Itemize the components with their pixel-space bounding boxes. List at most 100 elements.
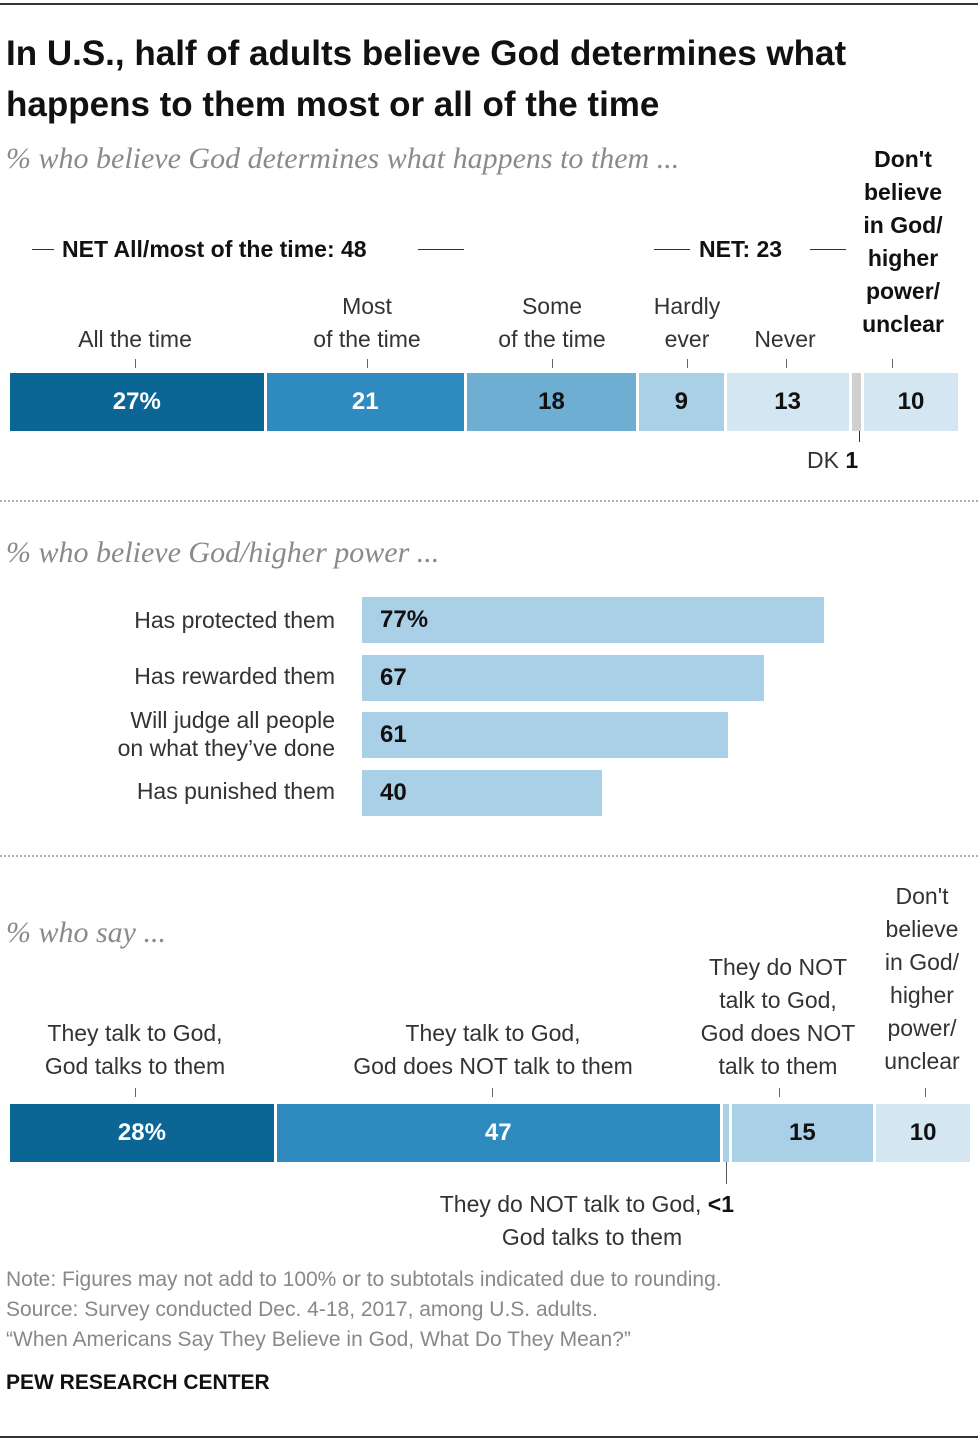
dk-leader-line [859,431,860,442]
net2-line-left [654,249,690,250]
c3-label-5-line-5: power/ [887,1015,957,1041]
c1-value-most: 21 [351,388,379,415]
c3-label-4-line-4: talk to them [718,1053,838,1079]
c3-label-5-line-6: unclear [884,1048,960,1074]
c1-label-dont-1: Don't [874,146,932,172]
c3-small-label-line-2: God talks to them [501,1224,683,1250]
net1-line-right [418,249,464,250]
note-text: Note: Figures may not add to 100% or to … [6,1268,722,1291]
c3-small-label: They do NOT talk to God, <1 God talks to… [350,1188,750,1254]
c1-label-some-2: of the time [498,326,606,352]
c3-value-4: 15 [788,1119,816,1146]
c1-label-most-2: of the time [313,326,421,352]
chart-title: In U.S., half of adults believe God dete… [6,28,966,130]
c1-segment-dk [851,373,862,431]
c2-value-rewarded: 67 [380,664,407,691]
c1-label-hardly: Hardly ever [627,290,747,356]
c1-label-dont-5: power/ [865,278,941,304]
divider-1 [0,500,978,502]
title-line-2: happens to them most or all of the time [6,85,660,124]
c2-value-judge: 61 [380,721,407,748]
c1-segment-never: 13 [726,373,849,431]
source-text: Source: Survey conducted Dec. 4-18, 2017… [6,1298,598,1321]
c3-tick-1 [135,1088,136,1097]
c3-tick-4 [779,1088,780,1097]
c1-segment-dont-believe: 10 [864,373,958,431]
c2-bar-judge: 61 [362,712,728,758]
brand-logo-text: PEW RESEARCH CENTER [6,1371,270,1394]
title-line-1: In U.S., half of adults believe God dete… [6,34,847,73]
c2-label-protected: Has protected them [134,607,335,633]
c1-segment-hardly-ever: 9 [639,373,724,431]
c1-label-all: All the time [78,326,192,352]
net2-line-right [810,249,846,250]
c2-bar-protected: 77% [362,597,824,643]
c3-label-2-line-1: They talk to God, [405,1020,581,1046]
chart3-subtitle: % who say ... [6,916,166,949]
c1-tick-hardly [687,359,688,368]
c1-label-dont-4: higher [867,245,939,271]
c2-label-judge-2: on what they’ve done [117,735,335,761]
c1-tick-all [135,359,136,368]
c3-label-talk-not-back: They talk to God, God does NOT talk to t… [333,1017,653,1083]
chart1-bar: 27% 21 18 9 13 10 [10,373,958,431]
c3-small-label-line-1: They do NOT talk to God, <1 [350,1188,750,1221]
c1-label-hardly-2: ever [664,326,710,352]
c1-label-most-1: Most [342,293,392,319]
c3-small-leader-line [726,1162,727,1184]
c2-bar-punished: 40 [362,770,602,816]
net1-label: NET All/most of the time: 48 [62,236,367,262]
c1-label-some: Some of the time [452,290,652,356]
c3-label-4-line-2: talk to God, [719,987,837,1013]
c3-label-4-line-3: God does NOT [700,1020,856,1046]
c1-label-some-1: Some [521,293,583,319]
c2-label-judge: Will judge all people on what they’ve do… [40,706,335,762]
c1-label-dont-6: unclear [862,311,944,337]
net2-label: NET: 23 [699,236,783,262]
dk-value: 1 [845,447,859,473]
c1-label-most: Most of the time [267,290,467,356]
c3-label-neither: They do NOT talk to God, God does NOT ta… [692,951,864,1083]
c3-value-2: 47 [484,1119,512,1146]
dk-label-text: DK [807,447,839,473]
c2-label-judge-1: Will judge all people [130,707,335,733]
net1-line-left [32,249,54,250]
c3-label-talk-both: They talk to God, God talks to them [20,1017,250,1083]
report-title: “When Americans Say They Believe in God,… [6,1328,631,1351]
c1-value-hardly: 9 [674,388,688,415]
c1-value-dont: 10 [897,388,925,415]
top-rule [0,3,978,5]
c3-label-4-line-1: They do NOT [708,954,848,980]
c3-small-value: <1 [707,1191,734,1217]
c1-tick-most [367,359,368,368]
c2-label-punished: Has punished them [136,778,335,804]
c3-label-1-line-1: They talk to God, [47,1020,223,1046]
c2-value-protected: 77% [380,606,429,633]
c1-label-never: Never [754,326,816,352]
c1-segment-all-the-time: 27% [10,373,264,431]
c3-label-2-line-2: God does NOT talk to them [353,1053,633,1079]
dk-label: DK 1 [807,447,858,474]
c1-label-hardly-1: Hardly [653,293,721,319]
c3-segment-god-talks-only [722,1104,729,1162]
c3-value-5: 10 [909,1119,937,1146]
divider-2 [0,855,978,857]
chart1-subtitle: % who believe God determines what happen… [6,142,680,175]
c3-segment-neither: 15 [731,1104,873,1162]
bottom-rule [0,1436,978,1438]
c2-value-punished: 40 [380,779,407,806]
c3-label-dont-believe: Don't believe in God/ higher power/ uncl… [867,880,977,1078]
c3-value-1: 28% [117,1119,166,1146]
c1-label-dont-3: in God/ [863,212,943,238]
c3-tick-2 [492,1088,493,1097]
c3-tick-5 [925,1088,926,1097]
c3-small-label-text: They do NOT talk to God, [439,1191,702,1217]
c3-segment-talk-both: 28% [10,1104,274,1162]
c3-label-5-line-3: in God/ [884,949,960,975]
c3-label-5-line-2: believe [885,916,959,942]
c1-label-dont-believe: Don't believe in God/ higher power/ uncl… [843,143,963,341]
c1-value-never: 13 [774,388,801,415]
c3-label-5-line-1: Don't [895,883,949,909]
c1-tick-some [552,359,553,368]
c3-segment-talk-not-back: 47 [276,1104,720,1162]
